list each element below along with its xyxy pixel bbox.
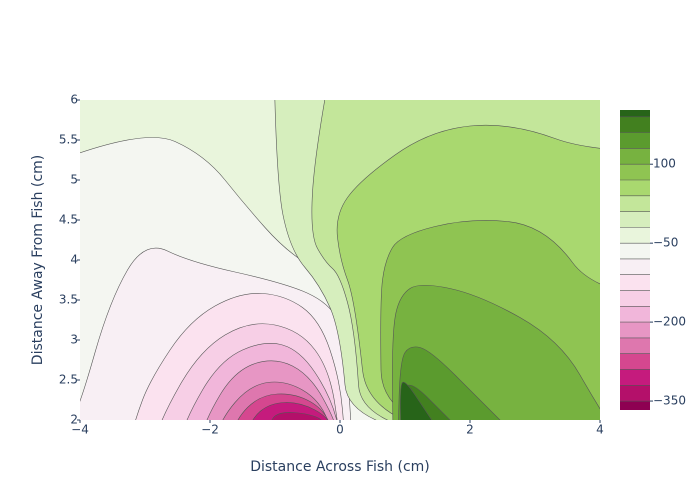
colorbar-band xyxy=(620,180,650,196)
contour-region xyxy=(400,381,433,420)
colorbar-band xyxy=(620,353,650,370)
x-tick-label: −4 xyxy=(71,423,89,437)
x-tick-label: −2 xyxy=(201,423,219,437)
y-tick-label: 3 xyxy=(70,333,78,347)
colorbar-band xyxy=(620,164,650,180)
y-tick-label: 5.5 xyxy=(59,133,78,147)
plot-area xyxy=(80,100,600,420)
colorbar-band xyxy=(620,258,650,275)
y-tick-label: 3.5 xyxy=(59,293,78,307)
colorbar-tick-label: 100 xyxy=(653,157,676,171)
colorbar-band xyxy=(620,211,650,228)
contour-region xyxy=(271,412,322,420)
x-tick-label: 4 xyxy=(596,423,604,437)
x-axis-title: Distance Across Fish (cm) xyxy=(250,459,430,475)
colorbar-band xyxy=(620,243,650,259)
colorbar-band xyxy=(620,369,650,386)
colorbar-band xyxy=(620,337,650,354)
y-tick-label: 2.5 xyxy=(59,373,78,387)
y-tick-label: 4 xyxy=(70,253,78,267)
colorbar-band xyxy=(620,385,650,402)
colorbar-band xyxy=(620,132,650,149)
colorbar-tick-label: −200 xyxy=(653,315,686,329)
colorbar-tick-label: −50 xyxy=(653,236,678,250)
y-tick-label: 5 xyxy=(70,173,78,187)
colorbar-tick-label: −350 xyxy=(653,394,686,408)
colorbar-band xyxy=(620,227,650,244)
y-tick-label: 6 xyxy=(70,93,78,107)
colorbar-band xyxy=(620,116,650,133)
y-tick-label: 2 xyxy=(70,413,78,427)
colorbar-band xyxy=(620,290,650,307)
colorbar-band xyxy=(620,110,650,117)
colorbar-band xyxy=(620,401,650,410)
y-tick-label: 4.5 xyxy=(59,213,78,227)
colorbar-band xyxy=(620,148,650,165)
colorbar-band xyxy=(620,274,650,291)
x-tick-label: 2 xyxy=(466,423,474,437)
colorbar-band xyxy=(620,322,650,338)
y-axis-title: Distance Away From Fish (cm) xyxy=(30,155,46,365)
colorbar-band xyxy=(620,306,650,323)
x-tick-label: 0 xyxy=(336,423,344,437)
colorbar-band xyxy=(620,195,650,212)
